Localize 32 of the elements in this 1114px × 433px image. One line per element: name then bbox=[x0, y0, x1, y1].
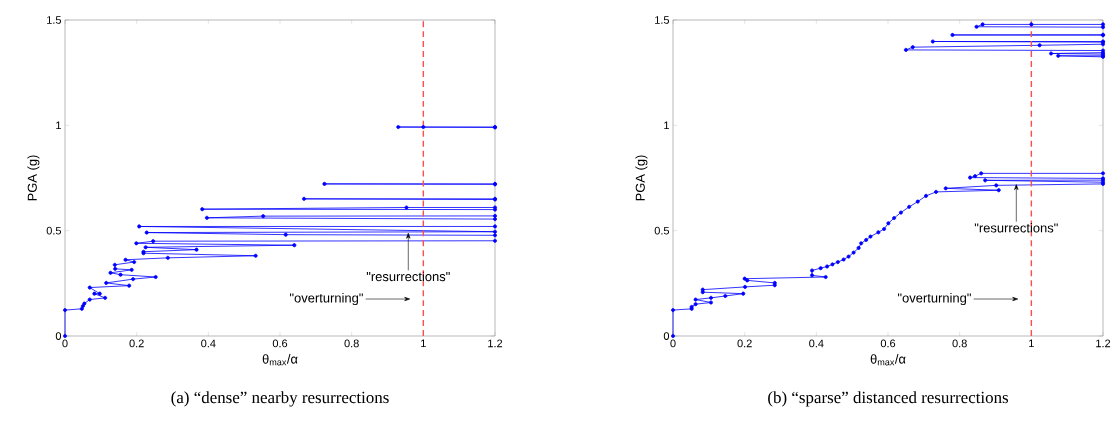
annotation: "resurrections" bbox=[366, 271, 450, 282]
x-tick-label: 0.8 bbox=[344, 339, 359, 348]
x-tick-label: 1.2 bbox=[488, 339, 503, 348]
text: (b) “sparse” distanced resurrections bbox=[768, 391, 1009, 407]
y-tick-label: 1 bbox=[56, 121, 61, 130]
text: (a) “dense” nearby resurrections bbox=[171, 391, 389, 407]
x-tick-label: 1 bbox=[421, 339, 426, 348]
x-tick-label: 0.4 bbox=[201, 339, 216, 348]
annotation: "overturning" bbox=[898, 292, 971, 306]
x-tick-label: 0 bbox=[62, 339, 68, 348]
x-tick-label: 0.2 bbox=[737, 339, 752, 348]
x-tick-label: 0.4 bbox=[809, 339, 824, 348]
y-tick-label: 0.5 bbox=[654, 226, 670, 235]
y-tick-label: 0 bbox=[55, 332, 62, 340]
x-axis-title: θ$_{max}$/α bbox=[870, 354, 906, 366]
y-tick-label: 0.5 bbox=[46, 226, 62, 235]
y-axis-title: PGA (g) bbox=[27, 155, 40, 201]
x-tick-label: 0.6 bbox=[272, 339, 288, 348]
x-tick-label: 0.8 bbox=[952, 339, 967, 348]
x-tick-label: 1.2 bbox=[1096, 339, 1111, 348]
x-tick-label: 1 bbox=[1029, 339, 1034, 348]
y-tick-label: 0 bbox=[663, 332, 670, 340]
annotation: "resurrections" bbox=[974, 222, 1058, 233]
y-tick-label: 1 bbox=[664, 121, 669, 130]
x-tick-label: 0.6 bbox=[880, 339, 896, 348]
annotation: "overturning" bbox=[290, 292, 363, 306]
y-axis-title: PGA (g) bbox=[635, 155, 648, 201]
x-axis-title: θ$_{max}$/α bbox=[262, 354, 298, 366]
x-tick-label: 0 bbox=[670, 339, 676, 348]
x-tick-label: 0.2 bbox=[129, 339, 144, 348]
y-tick-label: 1.5 bbox=[655, 16, 670, 24]
y-tick-label: 1.5 bbox=[47, 16, 62, 24]
